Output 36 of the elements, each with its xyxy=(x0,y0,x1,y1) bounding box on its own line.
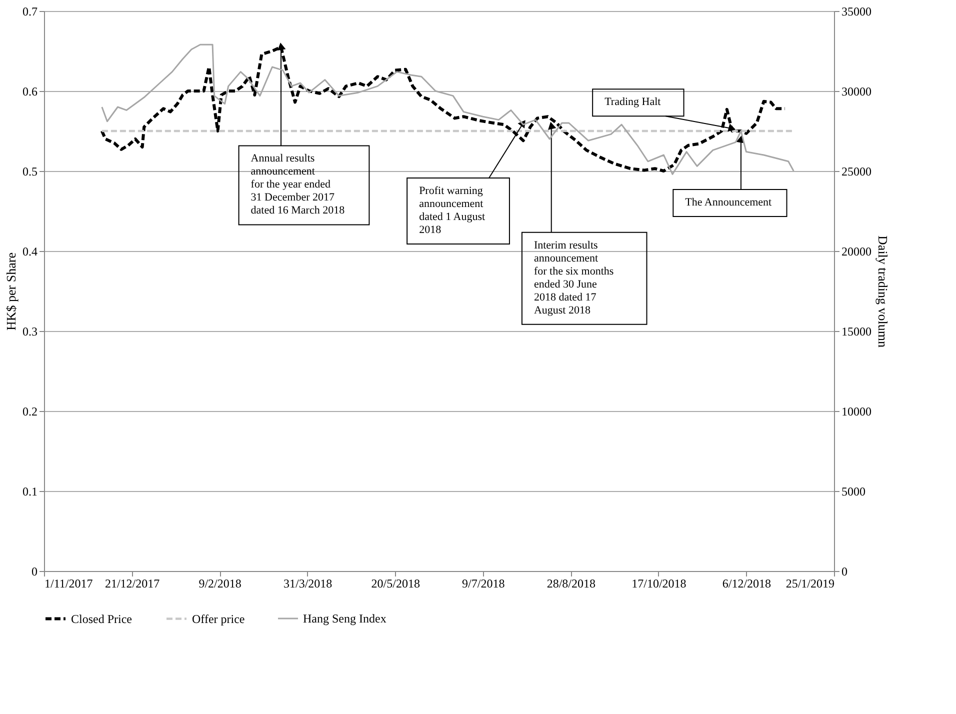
y2-tick-label: 30000 xyxy=(842,84,872,98)
y-tick-label: 0.7 xyxy=(22,4,38,18)
y2-tick-label: 15000 xyxy=(842,324,872,338)
y2-tick-label: 25000 xyxy=(842,164,872,178)
x-tick-label: 21/12/2017 xyxy=(104,576,160,590)
annotation: Profit warning announcement dated 1 August 2018 xyxy=(419,185,486,236)
y-tick-label: 0 xyxy=(32,564,38,578)
legend-label: Hang Seng Index xyxy=(303,612,386,626)
x-tick-label: 31/3/2018 xyxy=(283,576,332,590)
y2-tick-label: 0 xyxy=(842,564,848,578)
y-tick-label: 0.2 xyxy=(22,404,38,418)
x-tick-label: 9/2/2018 xyxy=(198,576,242,590)
y-axis-title: HK$ per Share xyxy=(4,252,18,330)
x-tick-label: 20/5/2018 xyxy=(371,576,420,590)
y-tick-label: 0.4 xyxy=(22,244,38,258)
y-tick-label: 0.6 xyxy=(22,84,38,98)
x-tick-label: 17/10/2018 xyxy=(632,576,686,590)
annotation: Trading Halt xyxy=(604,96,661,108)
y2-axis-title: Daily trading volumn xyxy=(876,236,890,348)
legend-label: Offer price xyxy=(192,612,245,626)
y2-tick-label: 10000 xyxy=(842,404,872,418)
x-tick-label: 28/8/2018 xyxy=(546,576,596,590)
annotation: The Announcement xyxy=(685,196,772,208)
x-tick-label: 1/11/2017 xyxy=(44,576,93,590)
x-tick-label: 6/12/2018 xyxy=(722,576,772,590)
y-tick-label: 0.5 xyxy=(22,164,38,178)
x-tick-label: 25/1/2019 xyxy=(786,576,834,590)
y-tick-label: 0.1 xyxy=(22,484,38,498)
y2-tick-label: 5000 xyxy=(842,484,866,498)
legend-label: Closed Price xyxy=(71,612,132,626)
annotation: Interim results announcement for the six months ended 30 June 2018 dated 17 August 2018 xyxy=(534,239,614,316)
y2-tick-label: 35000 xyxy=(842,4,872,18)
y-tick-label: 0.3 xyxy=(22,324,38,338)
y2-tick-label: 20000 xyxy=(842,244,872,258)
x-tick-label: 9/7/2018 xyxy=(462,576,505,590)
annotation: Annual results announcement for the year ended 31 December 2017 dated 16 March 2018 xyxy=(250,152,346,217)
